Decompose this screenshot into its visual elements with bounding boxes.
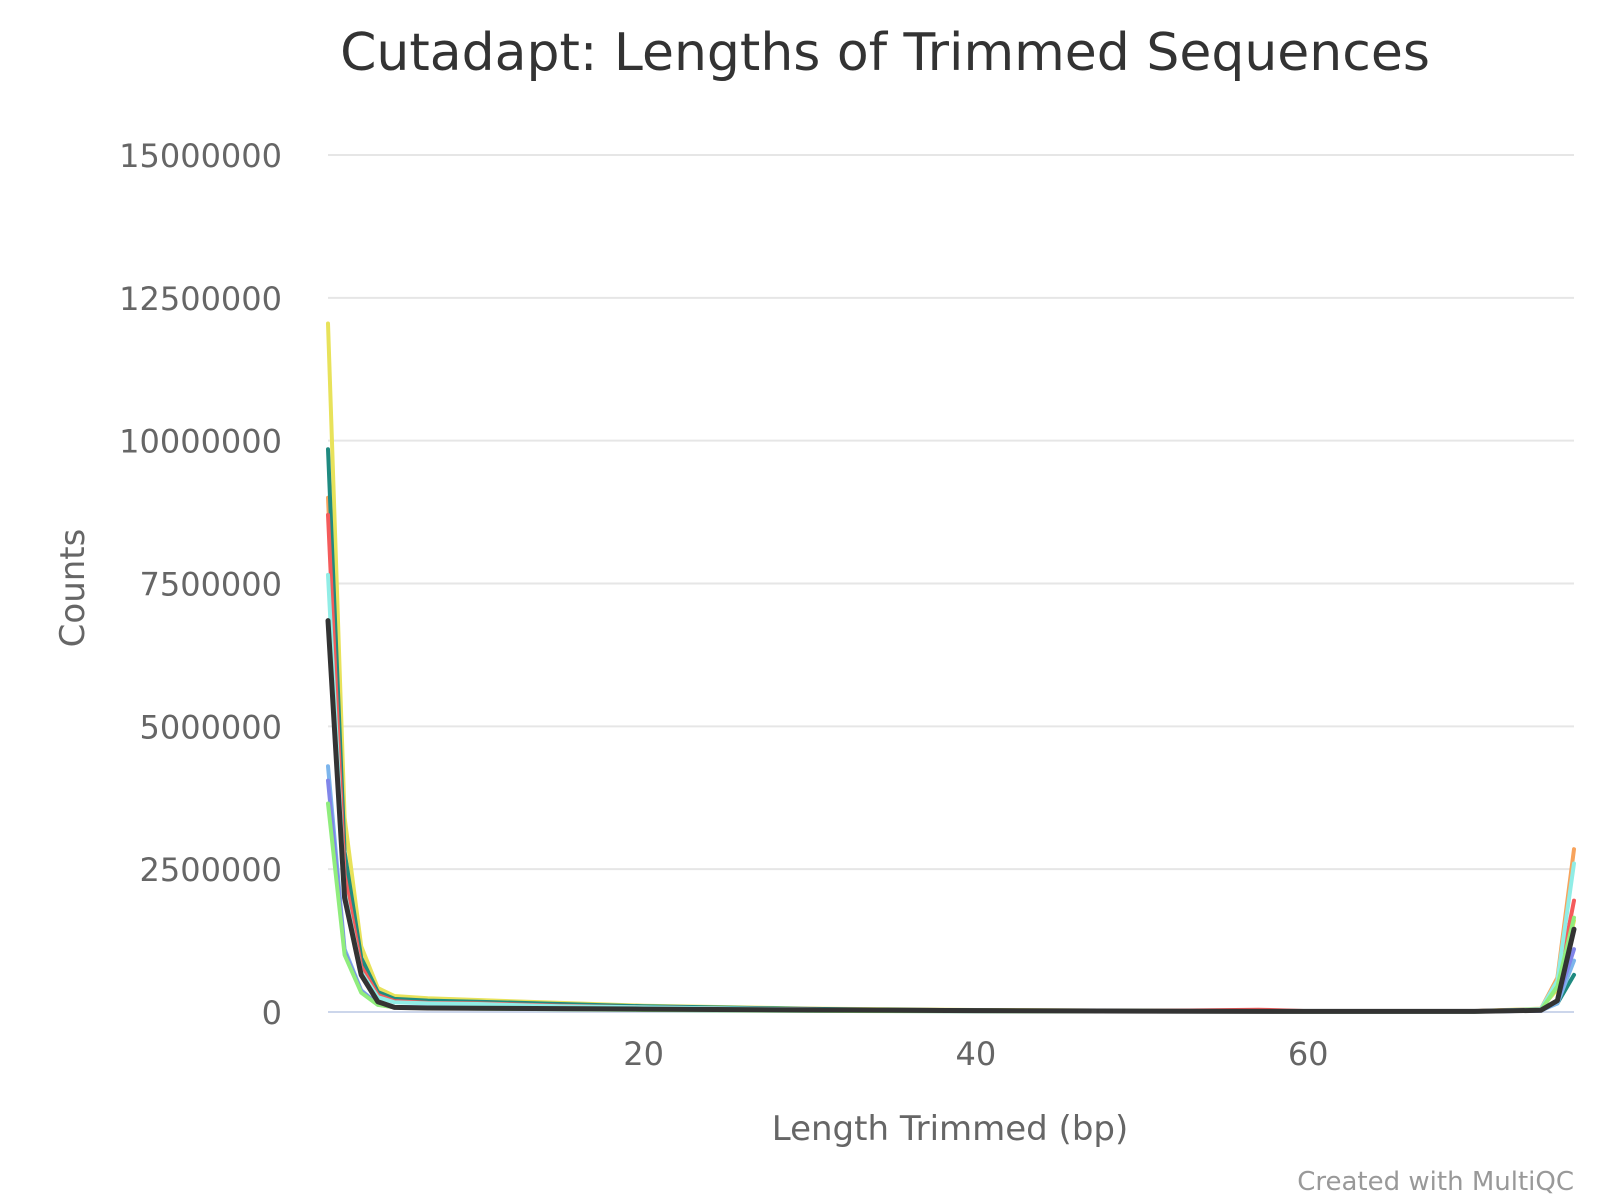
y-axis-label: Counts	[53, 529, 93, 648]
series-line	[325, 618, 1577, 1014]
series-line	[326, 321, 1576, 1014]
y-tick-label: 5000000	[139, 708, 282, 746]
series-line	[326, 447, 1576, 1014]
series-line	[326, 495, 1576, 1014]
series-line	[326, 764, 1576, 1014]
series-line	[326, 778, 1576, 1014]
x-tick-label: 60	[1288, 1035, 1329, 1073]
x-axis-tick-labels: 20 40 60	[623, 1035, 1328, 1073]
chart-title: Cutadapt: Lengths of Trimmed Sequences	[340, 23, 1430, 83]
x-tick-label: 20	[623, 1035, 664, 1073]
y-tick-label: 7500000	[139, 566, 282, 604]
y-tick-label: 10000000	[119, 423, 282, 461]
credit-label: Created with MultiQC	[1297, 1167, 1574, 1197]
y-tick-label: 2500000	[139, 851, 282, 889]
series-lines	[325, 321, 1577, 1014]
y-tick-label: 0	[262, 994, 282, 1032]
x-tick-label: 40	[956, 1035, 997, 1073]
series-line	[326, 801, 1576, 1014]
y-tick-label: 12500000	[119, 280, 282, 318]
y-tick-label: 15000000	[119, 137, 282, 175]
gridlines	[328, 154, 1574, 871]
x-axis-label: Length Trimmed (bp)	[772, 1109, 1129, 1149]
y-axis-tick-labels: 0 2500000 5000000 7500000 10000000 12500000 15…	[119, 137, 282, 1032]
series-line	[326, 512, 1576, 1014]
series-line	[326, 572, 1576, 1014]
